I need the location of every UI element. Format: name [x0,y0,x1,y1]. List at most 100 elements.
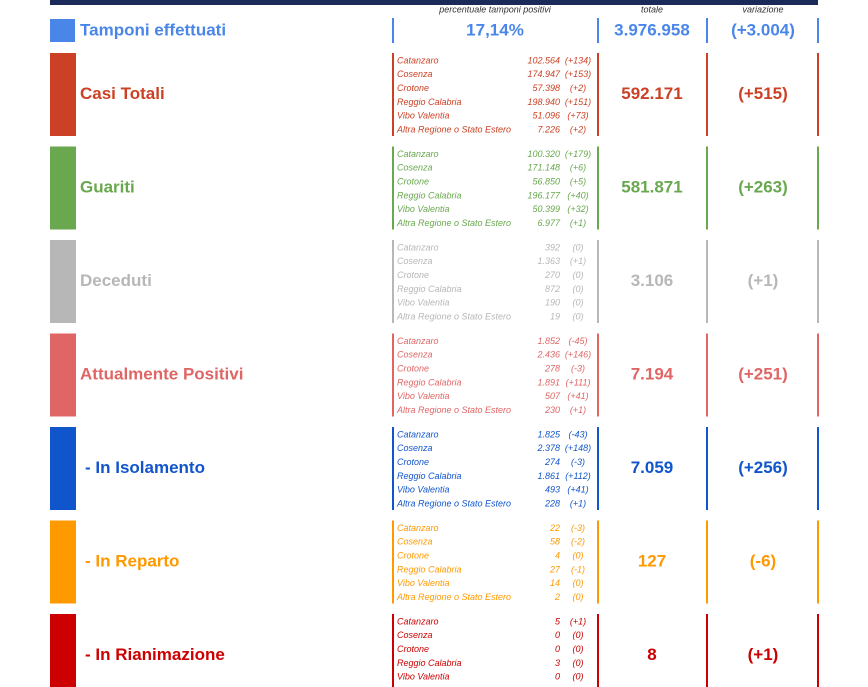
province-value: 51.096 [532,111,560,121]
province-change: (+1) [570,218,586,228]
province-value: 1.825 [537,429,561,439]
tamponi-total: 3.976.958 [614,20,690,39]
province-name: Vibo Valentia [397,204,450,214]
province-change: (+2) [570,83,586,93]
section-block [50,240,76,323]
province-value: 507 [545,391,561,401]
top-bar [50,0,818,5]
province-value: 2.378 [536,443,560,453]
section-block [50,53,76,136]
province-name: Altra Regione o Stato Estero [396,311,511,321]
province-value: 58 [550,537,560,547]
tamponi-percent: 17,14% [466,20,524,39]
province-change: (+41) [567,391,588,401]
province-change: (-45) [568,336,587,346]
province-name: Cosenza [397,350,433,360]
province-change: (-3) [571,523,585,533]
province-value: 493 [545,485,560,495]
province-value: 230 [544,405,560,415]
province-value: 190 [545,298,560,308]
section-block [50,520,76,604]
province-value: 0 [555,630,560,640]
province-value: 2.436 [536,350,560,360]
province-name: Cosenza [397,163,433,173]
province-name: Crotone [397,270,429,280]
province-change: (0) [573,672,584,682]
province-change: (+111) [566,377,591,387]
column-header: variazione [742,4,783,14]
province-name: Cosenza [397,256,433,266]
province-change: (+40) [567,190,588,200]
section-label: Guariti [80,177,135,196]
section-change: (+263) [738,177,788,196]
province-name: Crotone [397,363,429,373]
province-value: 14 [550,578,560,588]
province-change: (-1) [571,564,585,574]
province-change: (+151) [565,97,591,107]
section-block [50,427,76,510]
column-header: totale [641,4,663,14]
section-label: - In Rianimazione [85,645,225,664]
province-value: 5 [555,616,561,626]
province-name: Reggio Calabria [397,471,462,481]
province-name: Catanzaro [397,336,439,346]
province-name: Reggio Calabria [397,190,462,200]
province-value: 57.398 [532,83,560,93]
section-total: 8 [647,645,656,664]
province-value: 19 [550,311,560,321]
section-label: Deceduti [80,271,152,290]
section-change: (+1) [748,645,779,664]
province-change: (-3) [571,363,585,373]
province-name: Vibo Valentia [397,578,450,588]
province-change: (0) [573,284,584,294]
province-change: (-43) [568,429,587,439]
province-name: Crotone [397,457,429,467]
province-change: (0) [573,578,584,588]
province-value: 174.947 [527,69,561,79]
province-value: 7.226 [537,124,560,134]
province-name: Cosenza [397,443,433,453]
province-value: 22 [549,523,560,533]
province-name: Vibo Valentia [397,391,450,401]
province-value: 50.399 [532,204,560,214]
province-value: 198.940 [527,97,560,107]
province-change: (+179) [565,149,591,159]
province-name: Catanzaro [397,55,439,65]
province-change: (+1) [570,256,586,266]
province-change: (+1) [570,616,586,626]
province-change: (+5) [570,176,586,186]
province-change: (+1) [570,498,586,508]
tamponi-change: (+3.004) [731,20,795,39]
section-label: Attualmente Positivi [80,364,243,383]
section-total: 7.059 [631,458,674,477]
province-name: Cosenza [397,537,433,547]
section-change: (-6) [750,551,776,570]
tamponi-block [50,19,75,42]
section-label: Casi Totali [80,84,165,103]
province-change: (+148) [565,443,591,453]
province-name: Vibo Valentia [397,485,450,495]
province-name: Catanzaro [397,242,439,252]
province-name: Catanzaro [397,149,439,159]
province-name: Altra Regione o Stato Estero [396,218,511,228]
column-header: percentuale tamponi positivi [438,4,552,14]
province-change: (0) [573,298,584,308]
province-name: Crotone [397,176,429,186]
province-name: Altra Regione o Stato Estero [396,592,511,602]
province-name: Vibo Valentia [397,111,450,121]
province-change: (+6) [570,163,586,173]
province-name: Vibo Valentia [397,672,450,682]
province-change: (+32) [567,204,588,214]
province-value: 196.177 [527,190,561,200]
province-value: 27 [549,564,561,574]
province-value: 100.320 [527,149,560,159]
province-name: Reggio Calabria [397,564,462,574]
province-name: Reggio Calabria [397,97,462,107]
section-change: (+251) [738,364,788,383]
province-change: (0) [573,658,584,668]
province-name: Reggio Calabria [397,658,462,668]
province-value: 102.564 [527,55,560,65]
section-label: - In Isolamento [85,458,205,477]
province-name: Vibo Valentia [397,298,450,308]
